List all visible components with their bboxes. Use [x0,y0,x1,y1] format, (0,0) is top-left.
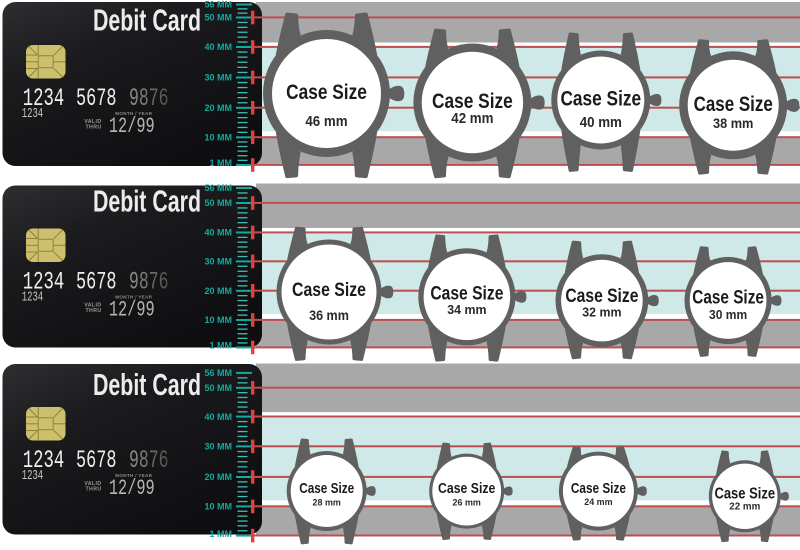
svg-text:1234: 1234 [23,447,65,475]
svg-text:Case Size: Case Size [292,279,366,301]
svg-text:Case Size: Case Size [286,80,367,104]
svg-text:50 MM: 50 MM [204,383,232,393]
svg-text:Case Size: Case Size [714,484,775,502]
svg-text:22 mm: 22 mm [729,500,760,512]
svg-text:10 MM: 10 MM [204,133,232,143]
svg-text:Debit Card: Debit Card [93,184,201,219]
svg-text:34 mm: 34 mm [447,302,486,317]
svg-text:28 mm: 28 mm [313,498,341,509]
svg-text:40 mm: 40 mm [580,115,622,131]
svg-text:1234: 1234 [23,85,65,113]
svg-text:10 MM: 10 MM [204,502,232,512]
svg-text:MONTH / YEAR: MONTH / YEAR [115,473,152,478]
svg-text:Case Size: Case Size [432,89,513,113]
svg-text:5678: 5678 [76,85,116,113]
svg-text:50 MM: 50 MM [204,13,232,23]
svg-text:Case Size: Case Size [692,288,764,309]
svg-text:VALID: VALID [84,119,101,125]
svg-text:30 MM: 30 MM [204,442,232,452]
svg-text:Case Size: Case Size [565,285,638,307]
svg-text:26 mm: 26 mm [453,498,481,509]
svg-text:20 MM: 20 MM [204,286,232,296]
svg-text:1 MM: 1 MM [210,158,233,168]
svg-text:40 MM: 40 MM [204,412,232,422]
svg-text:30 MM: 30 MM [204,73,232,83]
svg-text:32 mm: 32 mm [582,305,621,320]
svg-text:9876: 9876 [129,268,168,296]
svg-text:1 MM: 1 MM [210,341,233,351]
svg-text:12/99: 12/99 [109,297,155,323]
svg-text:MONTH / YEAR: MONTH / YEAR [115,111,152,116]
svg-text:46 mm: 46 mm [305,114,347,130]
svg-text:MONTH / YEAR: MONTH / YEAR [115,295,152,300]
svg-text:Case Size: Case Size [560,87,641,111]
svg-text:VALID: VALID [84,481,101,487]
svg-text:THRU: THRU [85,124,101,130]
svg-text:40 MM: 40 MM [204,42,232,52]
svg-text:9876: 9876 [129,85,168,113]
svg-text:Debit Card: Debit Card [93,367,201,402]
svg-text:Case Size: Case Size [430,282,503,304]
svg-text:Debit Card: Debit Card [93,3,201,38]
svg-text:12/99: 12/99 [109,476,155,502]
svg-text:1234: 1234 [22,107,44,122]
svg-text:Case Size: Case Size [571,481,626,497]
svg-text:38 mm: 38 mm [713,116,753,131]
svg-text:20 MM: 20 MM [204,103,232,113]
svg-text:Case Size: Case Size [438,480,495,497]
svg-text:10 MM: 10 MM [204,315,232,325]
svg-text:30 mm: 30 mm [709,307,747,322]
svg-text:5678: 5678 [76,447,116,475]
svg-text:THRU: THRU [85,486,101,492]
svg-text:12/99: 12/99 [109,114,155,140]
svg-text:36 mm: 36 mm [309,308,349,323]
svg-text:Case Size: Case Size [299,481,354,497]
svg-text:THRU: THRU [85,308,101,314]
svg-text:Case Size: Case Size [694,93,773,116]
svg-text:30 MM: 30 MM [204,257,232,267]
svg-text:56 MM: 56 MM [204,368,232,378]
svg-text:5678: 5678 [76,269,116,297]
svg-text:20 MM: 20 MM [204,472,232,482]
svg-text:1234: 1234 [22,469,44,484]
svg-text:40 MM: 40 MM [204,228,232,238]
svg-text:9876: 9876 [129,447,168,475]
svg-text:1234: 1234 [22,290,44,305]
svg-text:24 mm: 24 mm [584,497,612,508]
svg-text:VALID: VALID [84,302,101,308]
svg-text:56 MM: 56 MM [204,183,232,193]
svg-text:1 MM: 1 MM [210,529,233,539]
svg-text:1234: 1234 [23,269,65,297]
svg-text:56 MM: 56 MM [204,0,232,10]
svg-text:42 mm: 42 mm [451,111,493,127]
svg-text:50 MM: 50 MM [204,198,232,208]
